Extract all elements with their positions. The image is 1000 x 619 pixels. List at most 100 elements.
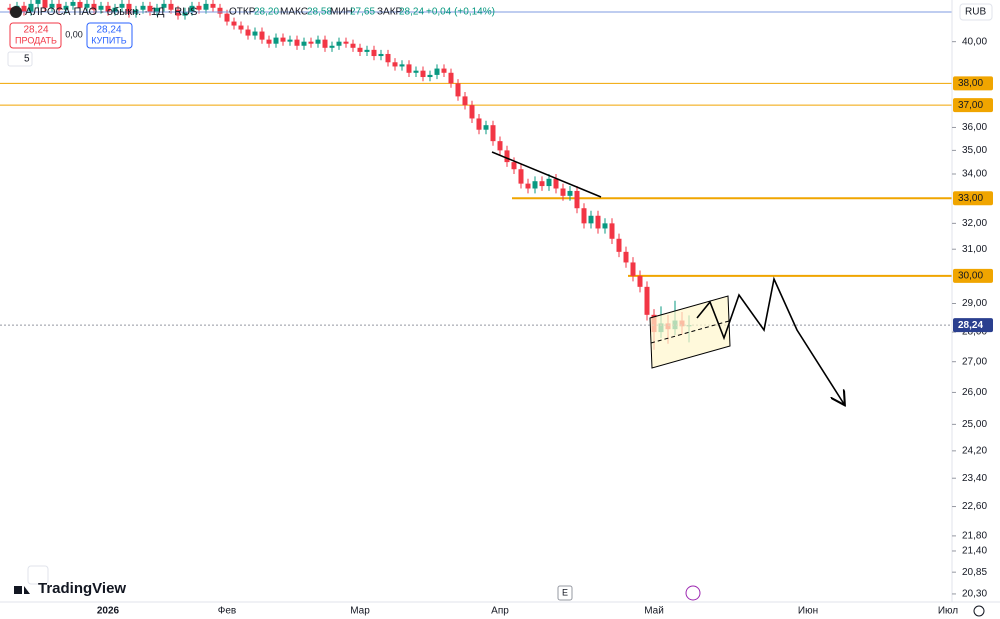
candle-body [497, 141, 503, 151]
close-value: 28,24 [399, 7, 424, 18]
candle-body [567, 190, 573, 196]
y-tick-label: 25,00 [962, 419, 987, 430]
candle-body [553, 178, 559, 189]
level-label: 37,00 [958, 100, 983, 111]
candle-body [189, 5, 195, 12]
y-tick-label: 20,30 [962, 589, 987, 600]
candle-body [259, 31, 265, 40]
x-tick-label: Июн [798, 606, 818, 617]
sell-label[interactable]: ПРОДАТЬ [15, 35, 57, 45]
y-tick-label: 35,00 [962, 145, 987, 156]
events[interactable]: E [562, 587, 568, 597]
candle-body [203, 3, 209, 10]
candle-body [7, 7, 13, 10]
draw-tool[interactable] [27, 565, 49, 585]
candle-body [210, 3, 216, 8]
indicators-toggle[interactable] [7, 51, 33, 67]
buy-button[interactable] [86, 22, 133, 49]
logo: TradingView [38, 580, 126, 597]
candle-body [434, 68, 440, 75]
candle-body [49, 3, 55, 8]
candle-body [329, 45, 335, 48]
settings-icon[interactable] [973, 605, 985, 617]
y-tick-label: 20,85 [962, 567, 987, 578]
candle-body [525, 183, 531, 189]
candle-body [224, 13, 230, 22]
candle-body [273, 37, 279, 44]
low-label: МИН [330, 7, 353, 18]
candle-body [546, 178, 552, 187]
candle-body [301, 41, 307, 46]
currency-button[interactable] [959, 3, 993, 21]
sell-button[interactable] [9, 22, 62, 49]
logo-icon [14, 586, 30, 594]
candle-body [182, 11, 188, 16]
candle-body [70, 1, 76, 6]
header: АЛРОСА ПАО - обыкн. · 1Д · RUS ОТКР 28,2… [7, 3, 993, 617]
axes: 40,00 36,00 35,00 34,00 32,00 31,00 29,00 28,00… [97, 36, 993, 617]
candle-body [483, 125, 489, 130]
high-value: 28,58 [307, 7, 332, 18]
candle-body [98, 5, 104, 10]
candle-body [91, 3, 97, 10]
spread: 0,00 [65, 29, 83, 39]
x-tick-label: Июл [938, 606, 958, 617]
candle-body [287, 39, 293, 42]
level-label-box [953, 268, 993, 283]
x-tick-label: 2026 [97, 606, 120, 617]
candle-body [266, 39, 272, 44]
candle-body [378, 53, 384, 57]
high-label: МАКС [280, 7, 308, 18]
sell-price[interactable]: 28,24 [23, 25, 48, 36]
candle-body [399, 64, 405, 67]
candle-body [231, 21, 237, 26]
candle-body [168, 3, 174, 10]
candle-body [196, 5, 202, 10]
candle-body [441, 68, 447, 73]
candle-body [105, 5, 111, 12]
trend-line [491, 151, 602, 198]
candle-body [147, 5, 153, 12]
y-tick-label: 23,40 [962, 473, 987, 484]
x-tick-label: Май [644, 606, 664, 617]
candle-body [371, 49, 377, 57]
y-tick-label: 40,00 [962, 36, 987, 47]
currency[interactable]: RUB [965, 7, 986, 18]
candle-body [126, 3, 132, 14]
lightning-icon[interactable] [685, 585, 701, 601]
indicators-count[interactable]: 5 [24, 54, 30, 65]
candle-body [623, 251, 629, 263]
candle-body [574, 190, 580, 209]
candle-body [609, 223, 615, 239]
candle-body [427, 74, 433, 78]
candle-body [308, 41, 314, 44]
candle-body [392, 62, 398, 67]
last-price-box [953, 318, 993, 333]
level-label-box [953, 191, 993, 206]
candle-body [630, 262, 636, 276]
candle-body [280, 37, 286, 42]
candle-body [119, 3, 125, 8]
candle-body [294, 39, 300, 46]
buy-label[interactable]: КУПИТЬ [91, 35, 126, 45]
channel [649, 295, 731, 369]
y-tick-label: 26,00 [962, 387, 987, 398]
candle-body [413, 70, 419, 73]
level-label: 33,00 [958, 193, 983, 204]
y-tick-label: 21,40 [962, 546, 987, 557]
open-label: ОТКР [229, 7, 256, 18]
open-value: 28,20 [254, 7, 279, 18]
candle-body [588, 215, 594, 224]
candle-body [595, 215, 601, 229]
candle-body [448, 72, 454, 84]
symbol-icon [10, 6, 22, 18]
buy-price[interactable]: 28,24 [96, 25, 121, 36]
candle-body [35, 0, 41, 4]
y-tick-label: 22,60 [962, 501, 987, 512]
candle-body [476, 118, 482, 130]
candle-body [21, 5, 27, 12]
drawings [0, 11, 952, 404]
candle-body [637, 275, 643, 287]
events-button[interactable] [557, 585, 573, 601]
candle-body [406, 64, 412, 73]
